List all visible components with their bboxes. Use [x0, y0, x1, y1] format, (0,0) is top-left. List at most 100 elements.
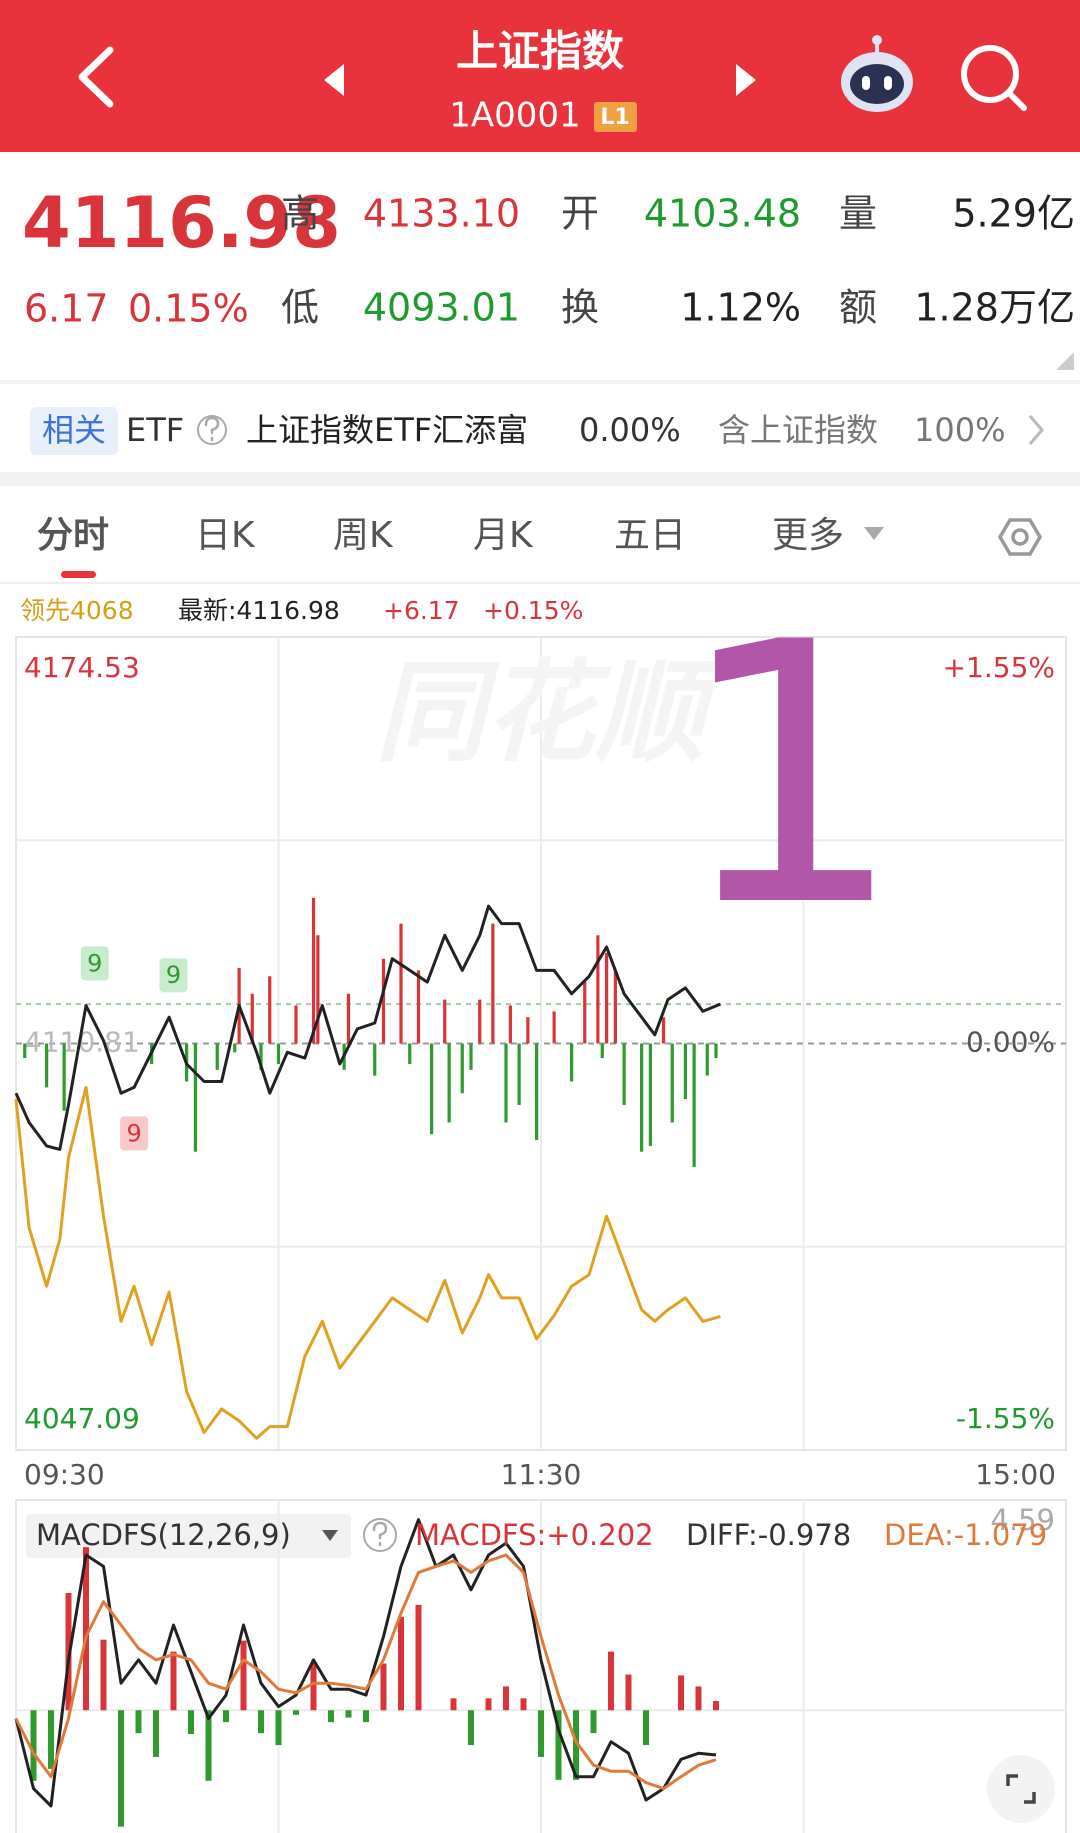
y-tick-label: 4.59	[990, 1503, 1055, 1537]
flow-bar	[605, 952, 609, 1044]
macd-bar	[345, 1710, 352, 1718]
next-index[interactable]	[736, 64, 756, 96]
macd-bar	[643, 1710, 649, 1746]
flow-bar	[596, 935, 600, 1044]
settings-button[interactable]	[997, 518, 1043, 556]
tab[interactable]: 周K	[333, 515, 394, 556]
flow-bar	[215, 1043, 219, 1070]
etf-tag: 相关	[42, 411, 106, 449]
flow-bar	[683, 1043, 687, 1100]
macd-bar	[503, 1686, 509, 1711]
back-button[interactable]	[78, 46, 114, 108]
macd-bar	[100, 1639, 107, 1711]
flow-bar	[517, 1043, 521, 1105]
macd-bar	[223, 1710, 229, 1723]
y-tick-label: 4047.09	[24, 1402, 140, 1435]
field-label: 换	[561, 286, 599, 330]
flow-bar	[504, 1043, 508, 1123]
flow-bar	[535, 1043, 539, 1141]
divider	[0, 472, 1080, 486]
macd-bar	[48, 1710, 54, 1769]
flow-bar	[460, 1043, 464, 1094]
tab[interactable]: 日K	[195, 515, 256, 556]
field-label: 低	[281, 286, 319, 330]
price-change: 6.17	[24, 287, 109, 331]
x-tick-label: 09:30	[24, 1458, 105, 1491]
macd-bar	[590, 1710, 597, 1734]
macd-chart: 4.59	[14, 1499, 1067, 1833]
y-tick-label: 4174.53	[24, 651, 140, 684]
y2-tick-label: +1.55%	[943, 651, 1055, 684]
flow-bar	[613, 970, 617, 1044]
macd-bar	[538, 1710, 544, 1757]
macd-bar	[30, 1710, 37, 1781]
field-value: 5.29亿	[952, 192, 1075, 236]
flow-bar	[373, 1043, 377, 1076]
flow-bar	[276, 1043, 281, 1064]
flow-bar	[478, 999, 482, 1044]
field-value: 4133.10	[363, 192, 520, 236]
legend-lead: 领先4068	[20, 596, 134, 625]
x-tick-label: 15:00	[975, 1458, 1056, 1491]
etf-row[interactable]: 相关 ETF 上证指数ETF汇添富 0.00% 含上证指数 100%	[30, 407, 1044, 455]
flow-bar	[570, 1043, 574, 1082]
macd-bar	[293, 1710, 299, 1715]
search-button[interactable]	[961, 45, 1027, 111]
macd-bar	[468, 1710, 474, 1746]
expand-button[interactable]	[987, 1755, 1055, 1823]
diff-value: DIFF:-0.978	[686, 1518, 851, 1552]
tab-bar: 分时 日K 周K 月K 五日 更多	[37, 515, 844, 556]
signal-label: 9	[87, 949, 102, 977]
y2-tick-label: 0.00%	[966, 1026, 1055, 1059]
macd-value: MACDFS:+0.202	[415, 1518, 654, 1552]
macd-bar	[153, 1710, 159, 1757]
signal-marker	[120, 1116, 149, 1151]
flow-bar	[447, 1043, 451, 1123]
macd-bar	[205, 1710, 212, 1781]
prev-index[interactable]	[324, 64, 344, 96]
macd-bar	[678, 1675, 684, 1711]
flow-bar	[430, 1043, 434, 1135]
flow-bar	[399, 923, 403, 1044]
flow-bar	[469, 1043, 473, 1070]
indicator-select[interactable]	[26, 1514, 351, 1558]
flow-bar	[552, 1011, 556, 1044]
etf-pct: 0.00%	[579, 411, 681, 449]
flow-bar	[705, 1043, 709, 1076]
last-price: 4116.98	[22, 182, 341, 264]
tab[interactable]: 月K	[473, 515, 534, 556]
macd-bar	[450, 1698, 457, 1711]
flow-bar	[670, 1043, 674, 1123]
tab[interactable]: 分时	[37, 515, 109, 556]
annotation: 1	[675, 566, 904, 985]
price-change-pct: 0.15%	[128, 287, 249, 331]
watermark: 同花顺	[375, 648, 725, 776]
flow-bar	[193, 1043, 197, 1152]
tab[interactable]: 五日	[614, 515, 686, 556]
flow-bar	[381, 958, 386, 1044]
macd-bar	[555, 1710, 562, 1780]
flow-bar	[268, 976, 272, 1044]
flow-bar	[346, 993, 351, 1044]
assistant-icon[interactable]	[841, 35, 913, 112]
field-value: 4103.48	[644, 192, 801, 236]
tab[interactable]: 更多	[772, 515, 844, 556]
page-title: 上证指数	[456, 27, 624, 76]
help-icon[interactable]	[363, 1518, 397, 1552]
level-text: L1	[600, 105, 629, 130]
flow-bar	[600, 1043, 604, 1059]
intraday-chart: 同花顺4047.094110.814174.53-1.55%0.00%+1.55…	[14, 566, 1067, 1491]
macd-bar	[608, 1651, 614, 1711]
macd-bar	[713, 1700, 719, 1711]
macd-bar	[135, 1710, 142, 1734]
macd-bar	[415, 1604, 422, 1711]
flow-bar	[294, 1005, 298, 1044]
x-tick-label: 11:30	[501, 1458, 582, 1491]
field-value: 1.28万亿	[914, 286, 1075, 330]
flow-bar	[640, 1043, 644, 1152]
dea-value: DEA:-1.079	[884, 1518, 1047, 1552]
signal-label: 9	[166, 961, 181, 989]
flow-bar	[62, 1043, 66, 1111]
